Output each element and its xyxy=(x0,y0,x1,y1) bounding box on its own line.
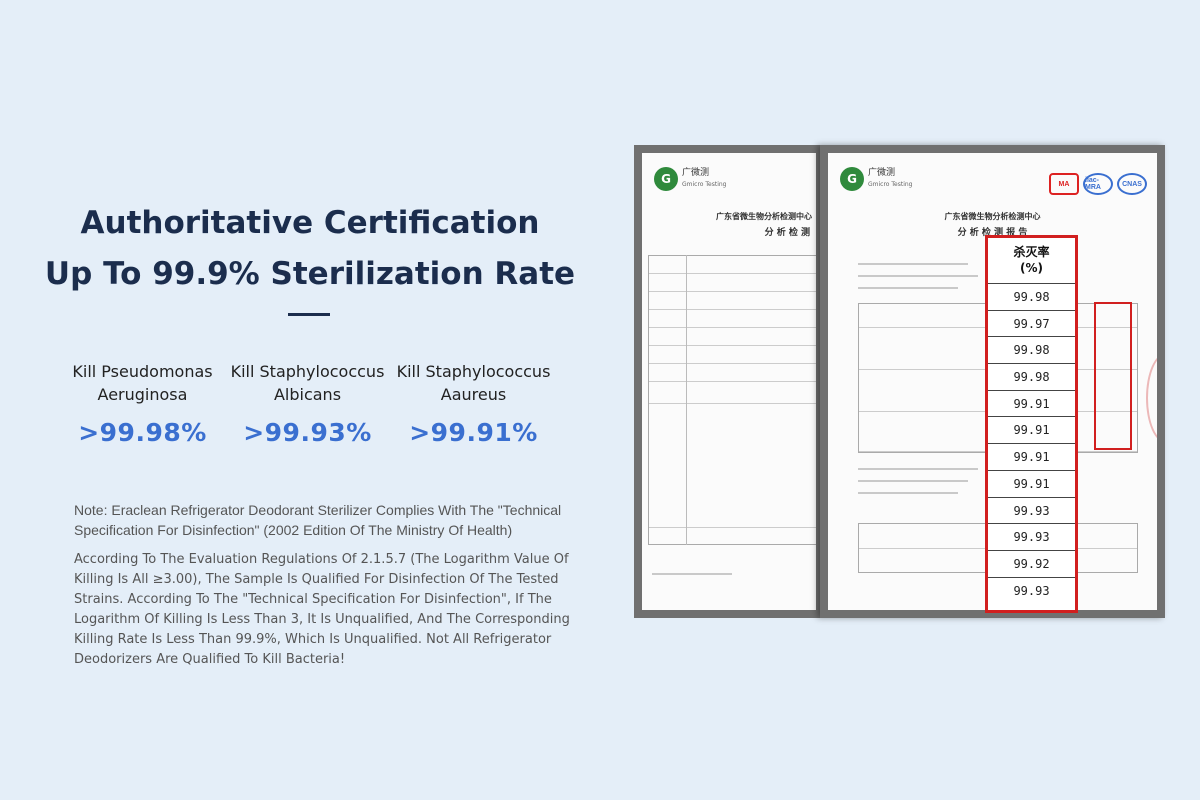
stat-name-line-2: Aaureus xyxy=(440,385,507,404)
headline: Authoritative Certification Up To 99.9% … xyxy=(40,198,580,300)
cnas-mark-icon: CNAS xyxy=(1117,173,1147,195)
stat-name-line-1: Kill Staphylococcus xyxy=(396,362,551,381)
stat-pseudomonas: Kill Pseudomonas Aeruginosa >99.98% xyxy=(60,360,225,447)
highlight-box-small xyxy=(1094,302,1132,450)
kill-rate-row: 99.92 xyxy=(988,551,1075,578)
kill-rate-row: 99.91 xyxy=(988,417,1075,445)
note-paragraph-2: According To The Evaluation Regulations … xyxy=(74,552,570,667)
report-title: 分 析 检 测 报 告 xyxy=(957,228,1028,238)
text-line xyxy=(858,287,958,289)
table-divider xyxy=(686,255,687,545)
note-paragraph-1: Note: Eraclean Refrigerator Deodorant St… xyxy=(74,502,562,538)
text-line xyxy=(858,263,968,265)
text-line xyxy=(858,492,958,494)
stat-value: >99.93% xyxy=(243,418,372,447)
gmicro-logo: G 广微测 Gmicro Testing xyxy=(654,167,726,191)
gmicro-logo-text: 广微测 Gmicro Testing xyxy=(868,168,912,190)
left-panel: Authoritative Certification Up To 99.9% … xyxy=(40,0,620,800)
stat-name-line-1: Kill Staphylococcus xyxy=(230,362,385,381)
kill-rate-header-line-1: 杀灭率 xyxy=(1013,245,1050,259)
logo-en: Gmicro Testing xyxy=(868,181,913,188)
headline-line-2: Up To 99.9% Sterilization Rate xyxy=(44,256,576,292)
stats-row: Kill Pseudomonas Aeruginosa >99.98% Kill… xyxy=(60,360,560,450)
text-line xyxy=(858,480,968,482)
stat-name: Kill Pseudomonas Aeruginosa xyxy=(60,360,225,406)
logo-en: Gmicro Testing xyxy=(682,181,727,188)
org-title: 广东省微生物分析检测中心 xyxy=(716,212,812,221)
stat-name: Kill Staphylococcus Albicans xyxy=(225,360,390,406)
kill-rate-row: 99.98 xyxy=(988,284,1075,311)
kill-rate-row: 99.91 xyxy=(988,444,1075,471)
kill-rate-row: 99.97 xyxy=(988,311,1075,338)
text-line xyxy=(858,275,978,277)
kill-rate-header: 杀灭率 (%) xyxy=(988,238,1075,284)
accreditation-marks: MA ilac-MRA CNAS xyxy=(1049,173,1147,195)
kill-rate-table: 杀灭率 (%) 99.98 99.97 99.98 99.98 99.91 99… xyxy=(985,235,1078,613)
logo-cn: 广微测 xyxy=(682,168,710,178)
cma-mark-icon: MA xyxy=(1049,173,1079,195)
stat-value: >99.91% xyxy=(409,418,538,447)
gmicro-logo-icon: G xyxy=(840,167,864,191)
kill-rate-row: 99.98 xyxy=(988,337,1075,365)
logo-cn: 广微测 xyxy=(868,168,896,178)
gmicro-logo-text: 广微测 Gmicro Testing xyxy=(682,168,726,190)
stat-name-line-1: Kill Pseudomonas xyxy=(72,362,213,381)
report-title: 分 析 检 测 xyxy=(764,228,810,238)
kill-rate-row: 99.93 xyxy=(1013,583,1050,598)
stat-name-line-2: Albicans xyxy=(273,385,342,404)
stat-aaureus: Kill Staphylococcus Aaureus >99.91% xyxy=(391,360,556,447)
org-title: 广东省微生物分析检测中心 xyxy=(944,212,1041,221)
stat-value: >99.98% xyxy=(78,418,207,447)
ilac-mark-icon: ilac-MRA xyxy=(1083,173,1113,195)
kill-rate-row: 99.91 xyxy=(988,391,1075,418)
gmicro-logo: G 广微测 Gmicro Testing xyxy=(840,167,912,191)
kill-rate-row: 99.93 xyxy=(988,498,1075,525)
certificate-images: G 广微测 Gmicro Testing 广东省微生物分析检测中心 分 析 检 … xyxy=(634,145,1165,618)
kill-rate-header-line-2: (%) xyxy=(1020,261,1043,275)
headline-line-1: Authoritative Certification xyxy=(80,205,540,241)
stat-albicans: Kill Staphylococcus Albicans >99.93% xyxy=(225,360,390,447)
kill-rate-row: 99.93 xyxy=(988,524,1075,551)
signature-line xyxy=(652,573,732,575)
report-table xyxy=(648,255,816,545)
stat-name: Kill Staphylococcus Aaureus xyxy=(391,360,556,406)
headline-divider xyxy=(288,313,330,316)
red-seal-stamp xyxy=(1146,353,1157,443)
certificate-back-page: G 广微测 Gmicro Testing 广东省微生物分析检测中心 分 析 检 … xyxy=(634,145,824,618)
kill-rate-row: 99.98 xyxy=(988,364,1075,391)
kill-rate-row: 99.91 xyxy=(988,471,1075,498)
text-line xyxy=(858,468,978,470)
note-block: Note: Eraclean Refrigerator Deodorant St… xyxy=(74,500,594,680)
stat-name-line-2: Aeruginosa xyxy=(97,385,188,404)
paper: G 广微测 Gmicro Testing 广东省微生物分析检测中心 分 析 检 … xyxy=(642,153,816,610)
gmicro-logo-icon: G xyxy=(654,167,678,191)
